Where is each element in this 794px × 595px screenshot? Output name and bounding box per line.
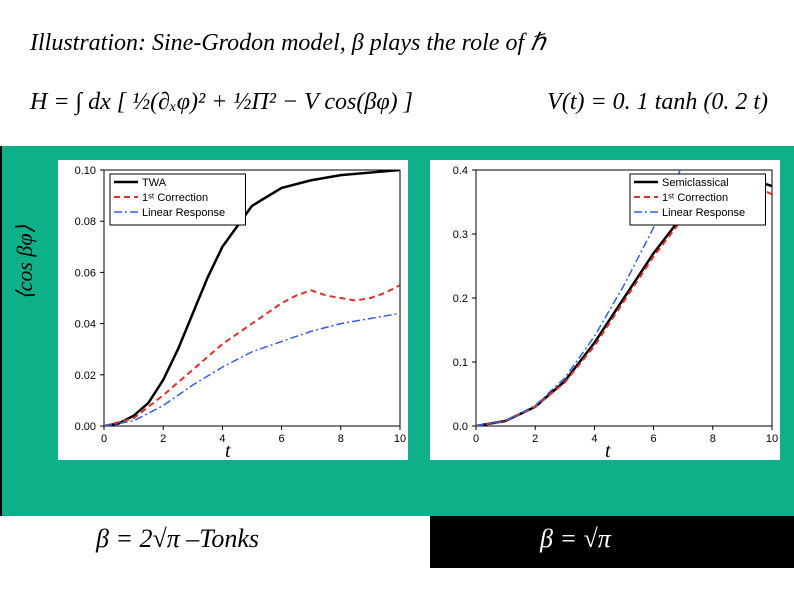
svg-text:0.02: 0.02 bbox=[75, 370, 96, 382]
svg-text:2: 2 bbox=[160, 433, 166, 445]
svg-text:0.06: 0.06 bbox=[75, 267, 96, 279]
svg-text:0.1: 0.1 bbox=[453, 357, 468, 369]
chart-left: 0.000.020.040.060.080.100246810TWA1ˢᵗ Co… bbox=[58, 160, 408, 460]
svg-text:Semiclassical: Semiclassical bbox=[662, 177, 729, 189]
svg-text:0: 0 bbox=[101, 433, 107, 445]
svg-text:10: 10 bbox=[766, 433, 778, 445]
svg-text:8: 8 bbox=[338, 433, 344, 445]
beta-label-left: β = 2√π –Tonks bbox=[96, 524, 259, 554]
svg-text:10: 10 bbox=[394, 433, 406, 445]
svg-text:8: 8 bbox=[710, 433, 716, 445]
svg-text:6: 6 bbox=[651, 433, 657, 445]
svg-text:0.3: 0.3 bbox=[453, 229, 468, 241]
x-axis-label-left: t bbox=[225, 440, 231, 463]
svg-text:Linear Response: Linear Response bbox=[662, 207, 745, 219]
beta-label-right: β = √π bbox=[540, 524, 611, 554]
svg-text:0.4: 0.4 bbox=[453, 165, 468, 177]
svg-text:0: 0 bbox=[473, 433, 479, 445]
chart-right-svg: 0.0 0.1 0.2 0.3 0.4 0 2 4 6 8 10 Semiclassical 1ˢᵗ C… bbox=[430, 160, 780, 460]
v-of-t-formula: V(t) = 0. 1 tanh (0. 2 t) bbox=[547, 89, 768, 116]
decoration-strip-bottom bbox=[430, 516, 794, 568]
svg-text:4: 4 bbox=[591, 433, 597, 445]
svg-text:1ˢᵗ Correction: 1ˢᵗ Correction bbox=[142, 192, 208, 204]
slide-title: Illustration: Sine-Grodon model, β plays… bbox=[30, 28, 545, 57]
svg-text:0.00: 0.00 bbox=[75, 421, 96, 433]
svg-text:0.04: 0.04 bbox=[75, 319, 96, 331]
x-axis-label-right: t bbox=[605, 440, 611, 463]
y-axis-label: ⟨cos βφ⟩ bbox=[12, 225, 38, 300]
chart-right: 0.0 0.1 0.2 0.3 0.4 0 2 4 6 8 10 Semiclassical 1ˢᵗ C… bbox=[430, 160, 780, 460]
svg-text:1ˢᵗ Correction: 1ˢᵗ Correction bbox=[662, 192, 728, 204]
svg-text:0.08: 0.08 bbox=[75, 216, 96, 228]
svg-text:6: 6 bbox=[279, 433, 285, 445]
chart-left-svg: 0.000.020.040.060.080.100246810TWA1ˢᵗ Co… bbox=[58, 160, 408, 460]
svg-text:0.2: 0.2 bbox=[453, 293, 468, 305]
svg-text:0.0: 0.0 bbox=[453, 421, 468, 433]
svg-text:0.10: 0.10 bbox=[75, 165, 96, 177]
svg-text:2: 2 bbox=[532, 433, 538, 445]
hamiltonian-formula: H = ∫ dx [ ½(∂ₓφ)² + ½Π² − V cos(βφ) ] bbox=[30, 89, 413, 116]
svg-text:Linear Response: Linear Response bbox=[142, 207, 225, 219]
svg-text:TWA: TWA bbox=[142, 177, 167, 189]
decoration-strip bbox=[0, 146, 2, 516]
